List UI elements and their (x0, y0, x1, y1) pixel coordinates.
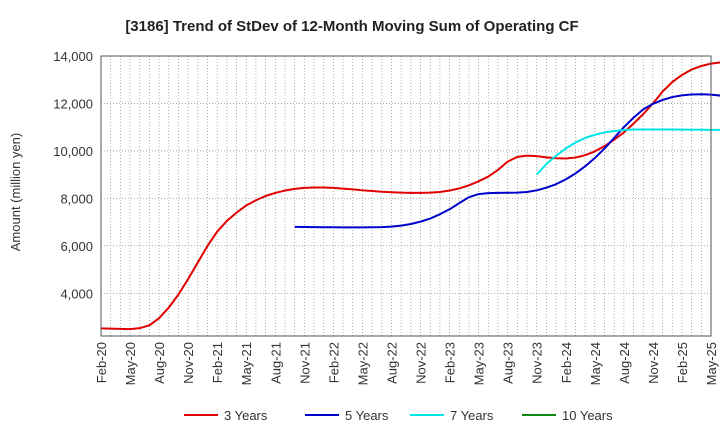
grid (101, 55, 711, 336)
x-tick-label: Feb-20 (94, 342, 109, 383)
x-tick-label: Feb-24 (559, 342, 574, 383)
x-tick-label: Nov-23 (530, 342, 545, 384)
legend-label: 3 Years (224, 408, 268, 423)
legend-label: 7 Years (450, 408, 494, 423)
x-tick-label: Aug-21 (268, 342, 283, 384)
x-tick-label: May-22 (355, 342, 370, 385)
x-tick-label: Nov-24 (646, 342, 661, 384)
series-line-5-years (294, 93, 720, 229)
series-layer (100, 61, 720, 331)
x-tick-label: May-20 (123, 342, 138, 385)
series-line-7-years (535, 128, 720, 176)
y-tick-label: 12,000 (53, 96, 93, 111)
legend: 3 Years 5 Years 7 Years 10 Years (184, 408, 613, 423)
y-tick-label: 4,000 (60, 286, 93, 301)
chart-title: [3186] Trend of StDev of 12-Month Moving… (125, 18, 578, 35)
x-tick-label: Feb-23 (443, 342, 458, 383)
x-tick-label: May-25 (704, 342, 719, 385)
y-tick-label: 8,000 (60, 191, 93, 206)
y-tick-label: 10,000 (53, 144, 93, 159)
x-tick-label: Nov-21 (297, 342, 312, 384)
x-tick-label: Aug-22 (384, 342, 399, 384)
x-tick-label: Aug-24 (617, 342, 632, 384)
x-tick-label: Feb-22 (326, 342, 341, 383)
x-tick-label: Aug-23 (501, 342, 516, 384)
plot-frame (100, 55, 712, 337)
x-tick-label: May-21 (239, 342, 254, 385)
y-axis-label: Amount (million yen) (8, 133, 23, 252)
y-tick-label: 14,000 (53, 49, 93, 64)
y-axis-ticks: 4,000 6,000 8,000 10,000 12,000 14,000 (53, 49, 93, 301)
x-axis-ticks: Feb-20 May-20 Aug-20 Nov-20 Feb-21 May-21 Aug-… (94, 342, 719, 385)
x-tick-label: Feb-25 (675, 342, 690, 383)
x-tick-label: Nov-20 (181, 342, 196, 384)
legend-label: 5 Years (345, 408, 389, 423)
x-tick-label: May-23 (472, 342, 487, 385)
x-tick-label: Feb-21 (210, 342, 225, 383)
y-tick-label: 6,000 (60, 239, 93, 254)
x-tick-label: Nov-22 (414, 342, 429, 384)
x-tick-label: Aug-20 (152, 342, 167, 384)
series-line-3-years (100, 61, 720, 331)
x-tick-label: May-24 (588, 342, 603, 385)
legend-label: 10 Years (562, 408, 613, 423)
